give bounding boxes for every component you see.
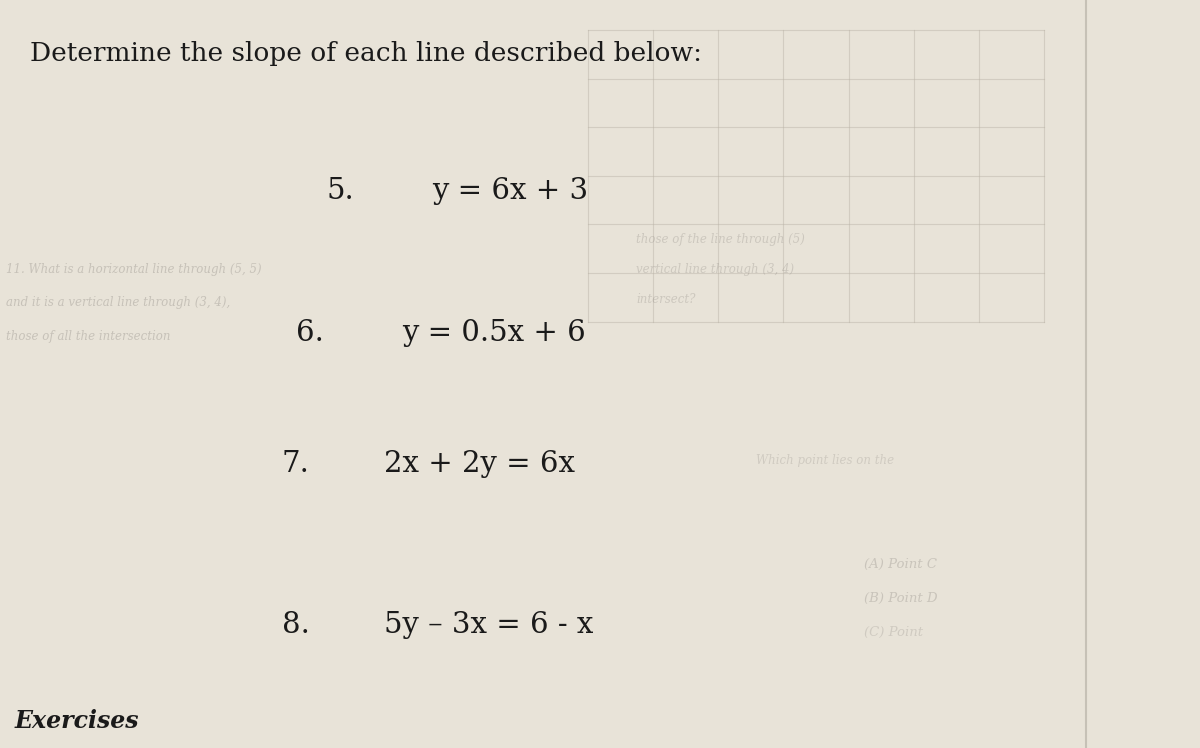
Text: Determine the slope of each line described below:: Determine the slope of each line describ… xyxy=(30,41,702,66)
Text: and it is a vertical line through (3, 4),: and it is a vertical line through (3, 4)… xyxy=(6,296,230,310)
Text: vertical line through (3, 4): vertical line through (3, 4) xyxy=(636,263,794,276)
Text: 8.: 8. xyxy=(282,610,310,639)
Text: (B) Point D: (B) Point D xyxy=(864,592,937,605)
Text: 6.: 6. xyxy=(296,319,324,347)
Text: y = 0.5x + 6: y = 0.5x + 6 xyxy=(402,319,586,347)
Text: those of all the intersection: those of all the intersection xyxy=(6,330,170,343)
Text: (A) Point C: (A) Point C xyxy=(864,558,937,571)
Text: 7.: 7. xyxy=(282,450,310,478)
Text: Which point lies on the: Which point lies on the xyxy=(756,453,894,467)
Text: those of the line through (5): those of the line through (5) xyxy=(636,233,805,246)
Text: (C) Point: (C) Point xyxy=(864,625,923,639)
Text: 5.: 5. xyxy=(326,177,354,205)
Text: 5y – 3x = 6 - x: 5y – 3x = 6 - x xyxy=(384,610,593,639)
Text: y = 6x + 3: y = 6x + 3 xyxy=(432,177,588,205)
Text: intersect?: intersect? xyxy=(636,292,695,306)
Text: Exercises: Exercises xyxy=(14,709,139,733)
Text: 2x + 2y = 6x: 2x + 2y = 6x xyxy=(384,450,575,478)
Text: 11. What is a horizontal line through (5, 5): 11. What is a horizontal line through (5… xyxy=(6,263,262,276)
